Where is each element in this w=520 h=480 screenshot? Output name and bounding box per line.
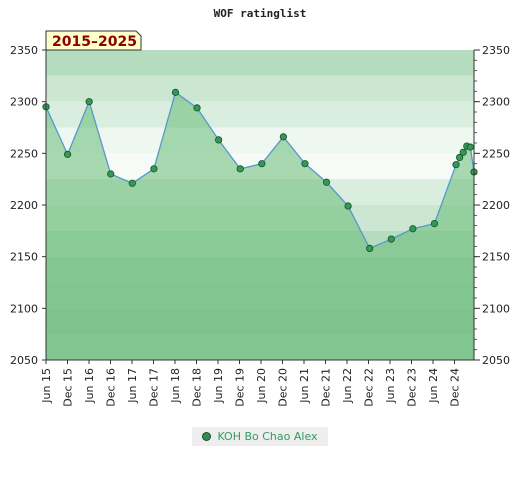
y-tick-label-right: 2050 xyxy=(482,354,510,367)
x-tick-label: Jun 22 xyxy=(341,368,354,404)
x-tick-label: Dec 24 xyxy=(449,368,462,407)
data-point xyxy=(409,225,417,233)
y-tick-label-left: 2250 xyxy=(10,147,38,160)
data-point xyxy=(301,160,309,168)
data-point xyxy=(258,160,266,168)
y-tick-label-right: 2150 xyxy=(482,251,510,264)
data-point xyxy=(366,244,374,252)
period-badge-text: 2015–2025 xyxy=(52,34,137,50)
y-tick-label-left: 2200 xyxy=(10,199,38,212)
points-layer xyxy=(42,88,478,252)
axes-layer: 2050 2050 2100 2100 2150 2150 2200 2200 2250 2250… xyxy=(10,44,510,407)
data-point xyxy=(452,161,460,169)
x-tick-label: Dec 16 xyxy=(105,368,118,407)
data-point xyxy=(128,179,136,187)
data-point xyxy=(430,220,439,228)
data-point xyxy=(215,136,223,144)
data-point xyxy=(459,148,467,156)
x-tick-label: Jun 15 xyxy=(40,368,53,404)
x-tick-label: Dec 17 xyxy=(148,368,161,407)
y-tick-label-left: 2100 xyxy=(10,302,38,315)
x-tick-label: Dec 19 xyxy=(234,368,247,407)
data-point xyxy=(387,235,395,243)
data-point xyxy=(456,153,464,162)
y-tick-label-left: 2300 xyxy=(10,96,38,109)
x-tick-label: Jun 17 xyxy=(126,368,139,404)
period-badge: 2015–2025 xyxy=(45,30,142,51)
y-tick-label-left: 2150 xyxy=(10,251,38,264)
x-tick-label: Dec 18 xyxy=(191,368,204,407)
grid-band xyxy=(46,127,474,154)
chart-title: WOF ratinglist xyxy=(214,7,307,20)
data-point xyxy=(107,170,115,178)
y-tick-label-right: 2250 xyxy=(482,147,510,160)
y-tick-label-left: 2350 xyxy=(10,44,38,57)
data-point xyxy=(150,165,158,173)
x-tick-label: Jun 23 xyxy=(384,368,397,404)
x-tick-label: Jun 18 xyxy=(169,368,182,404)
data-point xyxy=(171,88,180,96)
data-point xyxy=(236,165,244,173)
grid-band xyxy=(46,75,474,102)
x-tick-label: Jun 19 xyxy=(212,368,225,404)
x-tick-label: Dec 20 xyxy=(277,368,290,407)
data-point xyxy=(63,150,72,158)
data-point xyxy=(344,202,352,210)
y-tick-label-right: 2200 xyxy=(482,199,510,212)
grid-band xyxy=(46,101,474,128)
x-tick-label: Jun 16 xyxy=(83,368,96,404)
x-tick-label: Dec 22 xyxy=(363,368,376,407)
x-tick-label: Jun 21 xyxy=(298,368,311,404)
legend: KOH Bo Chao Alex xyxy=(192,427,328,446)
rating-area xyxy=(46,92,474,360)
x-tick-label: Dec 21 xyxy=(320,368,333,407)
grid-band xyxy=(46,50,474,76)
y-tick-label-right: 2350 xyxy=(482,44,510,57)
data-point xyxy=(322,178,331,186)
x-tick-label: Dec 23 xyxy=(406,368,419,407)
y-tick-label-left: 2050 xyxy=(10,354,38,367)
data-point xyxy=(85,98,93,106)
x-tick-label: Dec 15 xyxy=(62,368,75,407)
y-tick-label-right: 2300 xyxy=(482,96,510,109)
legend-marker-icon xyxy=(202,432,212,441)
data-point xyxy=(466,143,475,151)
data-point xyxy=(193,104,201,112)
legend-label: KOH Bo Chao Alex xyxy=(217,430,318,443)
y-tick-label-right: 2100 xyxy=(482,302,510,315)
data-point xyxy=(279,133,287,141)
x-tick-label: Jun 24 xyxy=(427,368,440,404)
x-tick-label: Jun 20 xyxy=(255,368,268,404)
